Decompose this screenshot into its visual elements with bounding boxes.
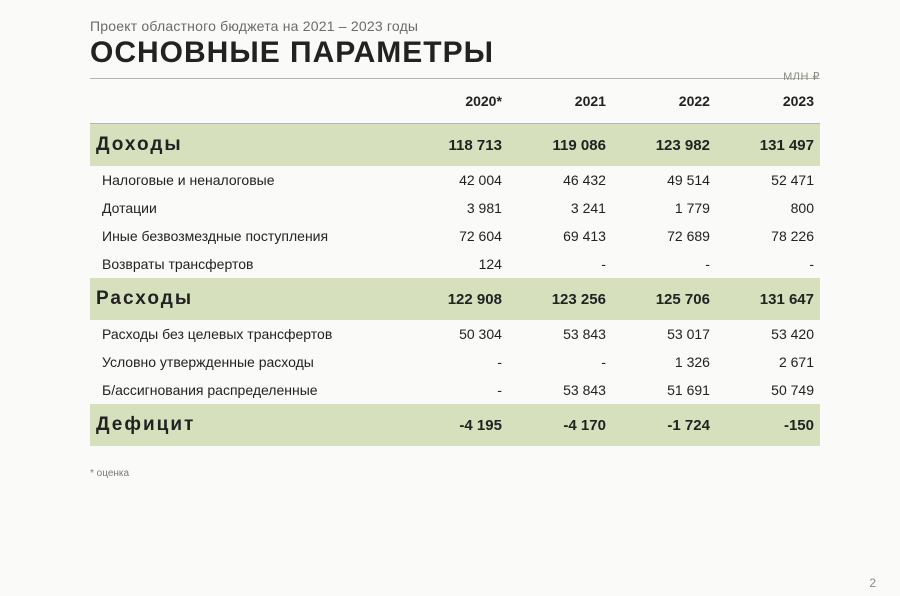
table-row: Условно утвержденные расходы--1 3262 671 (90, 348, 820, 376)
row-label: Б/ассигнования распределенные (90, 376, 404, 404)
cell-value: 124 (404, 250, 508, 278)
section-name: Доходы (90, 124, 404, 167)
cell-value: - (404, 348, 508, 376)
table-row: Дотации3 9813 2411 779800 (90, 194, 820, 222)
col-2021: 2021 (508, 79, 612, 124)
cell-value: 53 420 (716, 320, 820, 348)
row-label: Возвраты трансфертов (90, 250, 404, 278)
col-2020: 2020* (404, 79, 508, 124)
cell-value: 53 843 (508, 320, 612, 348)
section-row: Расходы122 908123 256125 706131 647 (90, 278, 820, 320)
row-label: Дотации (90, 194, 404, 222)
budget-table: 2020* 2021 2022 2023 Доходы118 713119 08… (90, 78, 820, 446)
cell-value: 51 691 (612, 376, 716, 404)
cell-value: 49 514 (612, 166, 716, 194)
section-row: Доходы118 713119 086123 982131 497 (90, 124, 820, 167)
cell-value: 46 432 (508, 166, 612, 194)
cell-value: - (508, 348, 612, 376)
table-body: Доходы118 713119 086123 982131 497Налого… (90, 124, 820, 447)
cell-value: 42 004 (404, 166, 508, 194)
section-total: 131 647 (716, 278, 820, 320)
table-header-row: 2020* 2021 2022 2023 (90, 79, 820, 124)
footnote: * оценка (90, 468, 820, 479)
cell-value: 50 749 (716, 376, 820, 404)
cell-value: - (612, 250, 716, 278)
section-name: Расходы (90, 278, 404, 320)
section-total: 123 982 (612, 124, 716, 167)
cell-value: 78 226 (716, 222, 820, 250)
section-name: Дефицит (90, 404, 404, 446)
section-total: -150 (716, 404, 820, 446)
section-total: 118 713 (404, 124, 508, 167)
cell-value: 52 471 (716, 166, 820, 194)
cell-value: 1 779 (612, 194, 716, 222)
cell-value: 1 326 (612, 348, 716, 376)
cell-value: 800 (716, 194, 820, 222)
table-row: Б/ассигнования распределенные-53 84351 6… (90, 376, 820, 404)
cell-value: 72 689 (612, 222, 716, 250)
table-row: Возвраты трансфертов124--- (90, 250, 820, 278)
document-title: ОСНОВНЫЕ ПАРАМЕТРЫ (90, 36, 820, 70)
page-number: 2 (869, 576, 876, 590)
cell-value: 53 843 (508, 376, 612, 404)
cell-value: - (508, 250, 612, 278)
section-total: 123 256 (508, 278, 612, 320)
table-row: Расходы без целевых трансфертов50 30453 … (90, 320, 820, 348)
cell-value: 3 241 (508, 194, 612, 222)
section-total: 122 908 (404, 278, 508, 320)
table-row: Налоговые и неналоговые42 00446 43249 51… (90, 166, 820, 194)
section-total: -1 724 (612, 404, 716, 446)
document-subtitle: Проект областного бюджета на 2021 – 2023… (90, 18, 820, 34)
col-empty (90, 79, 404, 124)
section-total: 119 086 (508, 124, 612, 167)
section-total: 131 497 (716, 124, 820, 167)
section-total: 125 706 (612, 278, 716, 320)
cell-value: 72 604 (404, 222, 508, 250)
cell-value: - (404, 376, 508, 404)
section-row: Дефицит-4 195-4 170-1 724-150 (90, 404, 820, 446)
cell-value: 50 304 (404, 320, 508, 348)
col-2022: 2022 (612, 79, 716, 124)
col-2023: 2023 (716, 79, 820, 124)
budget-slide: Проект областного бюджета на 2021 – 2023… (0, 0, 900, 479)
row-label: Налоговые и неналоговые (90, 166, 404, 194)
cell-value: 3 981 (404, 194, 508, 222)
section-total: -4 195 (404, 404, 508, 446)
section-total: -4 170 (508, 404, 612, 446)
unit-label: МЛН ₽ (783, 70, 820, 83)
cell-value: 69 413 (508, 222, 612, 250)
cell-value: - (716, 250, 820, 278)
table-row: Иные безвозмездные поступления72 60469 4… (90, 222, 820, 250)
row-label: Иные безвозмездные поступления (90, 222, 404, 250)
row-label: Условно утвержденные расходы (90, 348, 404, 376)
cell-value: 53 017 (612, 320, 716, 348)
cell-value: 2 671 (716, 348, 820, 376)
row-label: Расходы без целевых трансфертов (90, 320, 404, 348)
